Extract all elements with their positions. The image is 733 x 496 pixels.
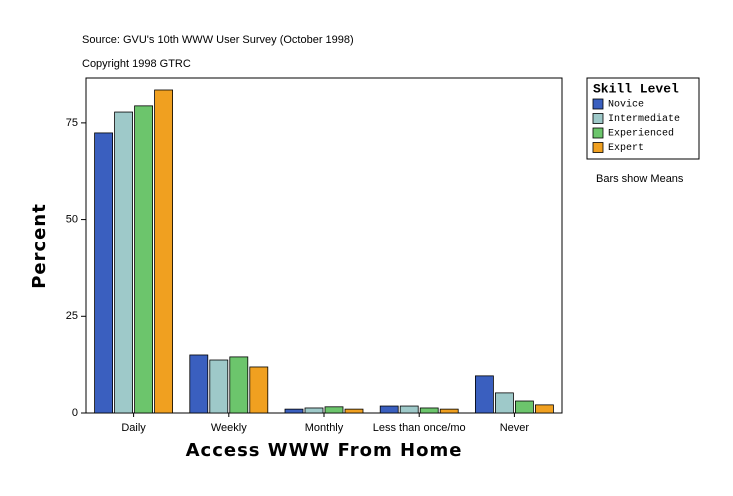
x-tick-label: Less than once/mo (373, 422, 466, 434)
y-tick-label: 75 (66, 117, 78, 129)
bar (515, 400, 534, 414)
x-tick-label: Never (500, 422, 530, 434)
legend-box (586, 77, 700, 160)
note: Bars show Means (596, 173, 684, 185)
bar (284, 408, 304, 414)
bar (399, 405, 419, 414)
bar (94, 132, 113, 414)
chart-subtitle: Copyright 1998 GTRC (82, 58, 191, 70)
bar (324, 406, 344, 414)
x-tick-label: Monthly (305, 422, 344, 434)
legend-swatch (592, 98, 604, 110)
y-axis-title: Percent (29, 203, 50, 289)
bar (209, 359, 229, 414)
bar (229, 356, 249, 414)
legend-label: Experienced (608, 128, 674, 140)
legend-title: Skill Level (593, 81, 679, 96)
legend-label: Expert (608, 143, 644, 154)
y-tick-label: 0 (72, 407, 78, 419)
y-tick-label: 50 (66, 213, 78, 225)
legend-swatch (592, 113, 604, 124)
bar (439, 408, 459, 414)
bar (419, 407, 439, 414)
bar (249, 366, 269, 414)
bar (134, 105, 154, 414)
legend-swatch (592, 127, 604, 139)
bar (154, 89, 174, 414)
bar (535, 404, 554, 414)
bar (114, 111, 133, 414)
y-tick-label: 25 (66, 310, 78, 322)
bar (474, 375, 494, 414)
legend-label: Novice (608, 99, 644, 111)
bar (304, 407, 324, 414)
legend-swatch (592, 142, 604, 153)
x-tick-label: Daily (121, 422, 146, 434)
bar (494, 392, 514, 414)
x-tick-label: Weekly (211, 422, 247, 434)
legend-label: Intermediate (608, 113, 680, 125)
bar (379, 405, 399, 414)
bar (189, 354, 209, 414)
bar (344, 408, 364, 414)
x-axis-title: Access WWW From Home (186, 440, 463, 461)
chart-title: Source: GVU's 10th WWW User Survey (Octo… (82, 34, 354, 46)
